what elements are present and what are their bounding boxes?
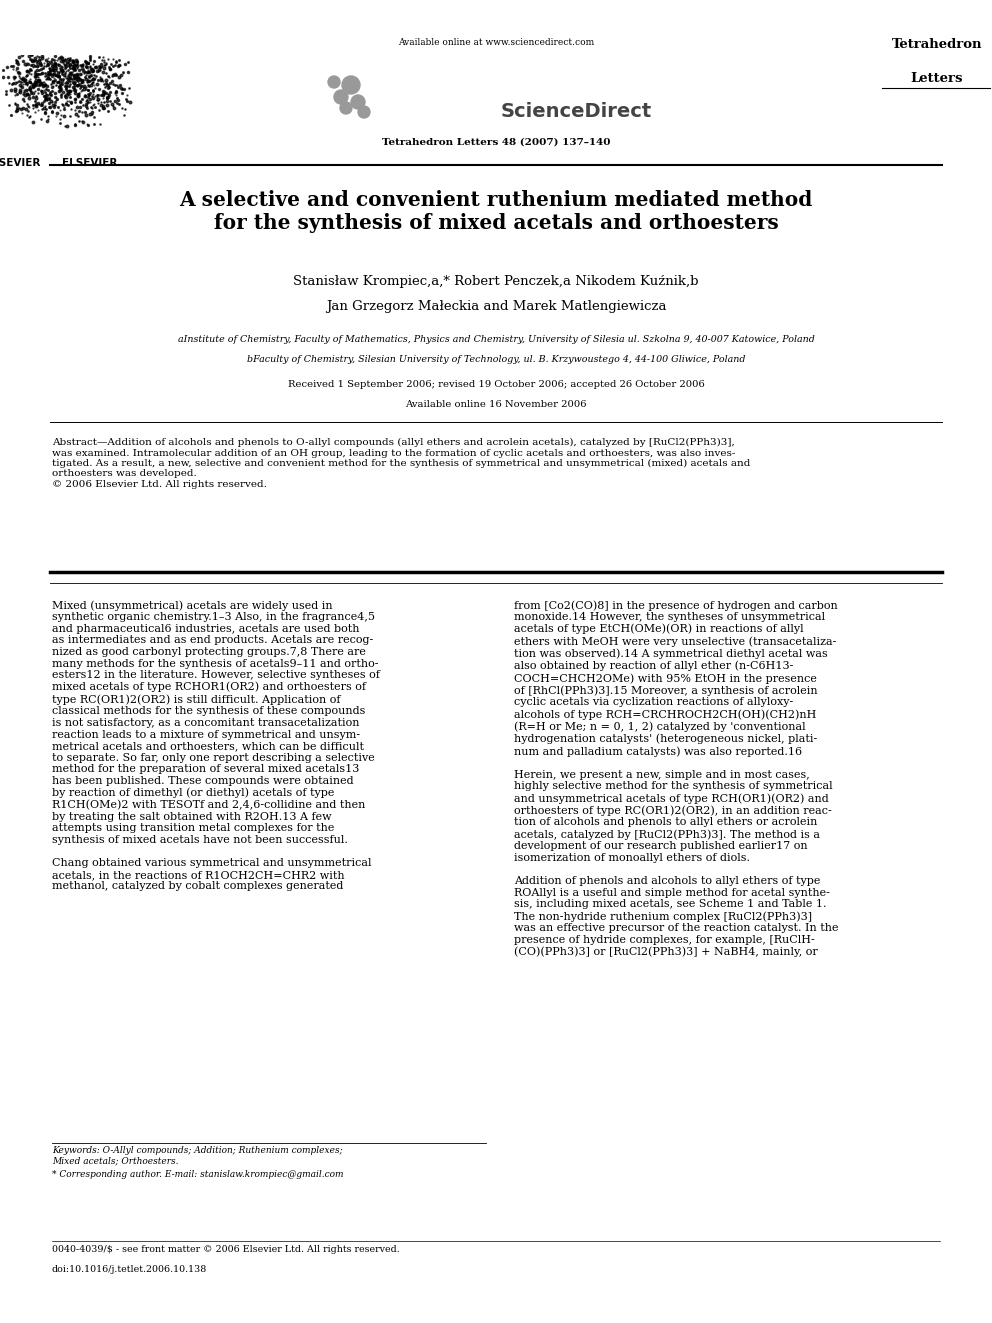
- Text: Stanisław Krompiec,a,* Robert Penczek,a Nikodem Kuźnik,b: Stanisław Krompiec,a,* Robert Penczek,a …: [294, 275, 698, 288]
- Text: aInstitute of Chemistry, Faculty of Mathematics, Physics and Chemistry, Universi: aInstitute of Chemistry, Faculty of Math…: [178, 335, 814, 344]
- Text: Keywords: O-Allyl compounds; Addition; Ruthenium complexes;
Mixed acetals; Ortho: Keywords: O-Allyl compounds; Addition; R…: [52, 1146, 342, 1166]
- Text: Available online 16 November 2006: Available online 16 November 2006: [406, 400, 586, 409]
- Circle shape: [358, 106, 370, 118]
- Text: ELSEVIER: ELSEVIER: [62, 157, 117, 168]
- Text: 0040-4039/$ - see front matter © 2006 Elsevier Ltd. All rights reserved.: 0040-4039/$ - see front matter © 2006 El…: [52, 1245, 400, 1254]
- Text: from [Co2(CO)8] in the presence of hydrogen and carbon
monoxide.14 However, the : from [Co2(CO)8] in the presence of hydro…: [514, 601, 838, 957]
- Text: Mixed (unsymmetrical) acetals are widely used in
synthetic organic chemistry.1–3: Mixed (unsymmetrical) acetals are widely…: [52, 601, 380, 892]
- Text: Jan Grzegorz Małeckia and Marek Matlengiewicza: Jan Grzegorz Małeckia and Marek Matlengi…: [325, 300, 667, 314]
- Text: Tetrahedron Letters 48 (2007) 137–140: Tetrahedron Letters 48 (2007) 137–140: [382, 138, 610, 147]
- Text: Tetrahedron: Tetrahedron: [892, 38, 982, 52]
- Text: ScienceDirect: ScienceDirect: [501, 102, 653, 120]
- Text: * Corresponding author. E-mail: stanislaw.krompiec@gmail.com: * Corresponding author. E-mail: stanisla…: [52, 1170, 343, 1179]
- Circle shape: [351, 95, 365, 108]
- Text: Available online at www.sciencedirect.com: Available online at www.sciencedirect.co…: [398, 38, 594, 48]
- Text: Abstract—Addition of alcohols and phenols to O-allyl compounds (allyl ethers and: Abstract—Addition of alcohols and phenol…: [52, 438, 750, 490]
- Circle shape: [328, 75, 340, 89]
- Text: ELSEVIER: ELSEVIER: [0, 157, 41, 168]
- Circle shape: [342, 75, 360, 94]
- Circle shape: [334, 90, 348, 105]
- Text: doi:10.1016/j.tetlet.2006.10.138: doi:10.1016/j.tetlet.2006.10.138: [52, 1265, 207, 1274]
- Text: Received 1 September 2006; revised 19 October 2006; accepted 26 October 2006: Received 1 September 2006; revised 19 Oc…: [288, 380, 704, 389]
- Text: bFaculty of Chemistry, Silesian University of Technology, ul. B. Krzywoustego 4,: bFaculty of Chemistry, Silesian Universi…: [247, 355, 745, 364]
- Text: Letters: Letters: [911, 71, 963, 85]
- Text: A selective and convenient ruthenium mediated method
for the synthesis of mixed : A selective and convenient ruthenium med…: [180, 191, 812, 233]
- Circle shape: [340, 102, 352, 114]
